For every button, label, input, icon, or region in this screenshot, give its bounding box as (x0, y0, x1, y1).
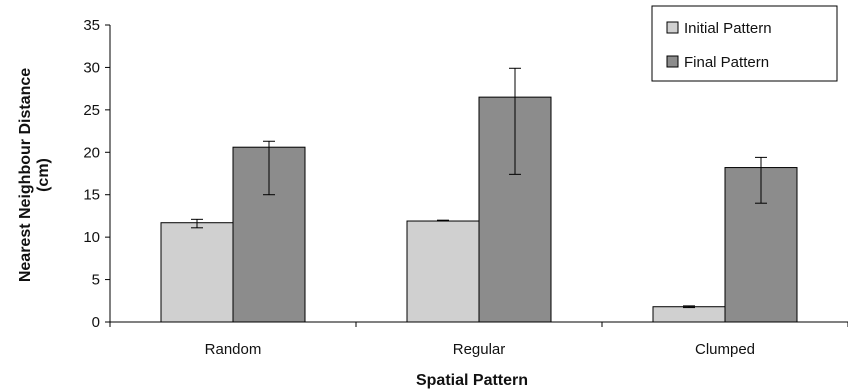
legend-label-final: Final Pattern (684, 54, 769, 71)
y-tick-label-10: 10 (83, 229, 100, 246)
y-tick-label-30: 30 (83, 59, 100, 76)
y-tick-label-25: 25 (83, 102, 100, 119)
x-tick-label-random: Random (205, 341, 262, 358)
y-tick-label-20: 20 (83, 144, 100, 161)
legend-box (651, 5, 838, 82)
y-tick-label-0: 0 (92, 314, 100, 331)
y-tick-label-15: 15 (83, 187, 100, 204)
legend-label-initial: Initial Pattern (684, 20, 772, 37)
plot-area: 0 5 10 15 20 25 30 35 Random Regular Clumped (83, 17, 848, 358)
bar-initial-pattern-regular (406, 220, 480, 323)
legend-swatch-final (666, 55, 679, 68)
bar-initial-pattern-clumped (652, 306, 726, 323)
y-tick-label-35: 35 (83, 17, 100, 34)
x-axis-title: Spatial Pattern (416, 372, 528, 389)
y-axis-title-line-1: Nearest Neighbour Distance (17, 68, 34, 282)
legend-swatch-initial (666, 21, 679, 34)
y-tick-label-5: 5 (92, 272, 100, 289)
bar-initial-pattern-random (160, 222, 234, 323)
y-axis-title: Nearest Neighbour Distance (cm) (17, 68, 52, 282)
x-tick-label-regular: Regular (453, 341, 506, 358)
y-axis-title-line-2: (cm) (35, 158, 52, 192)
x-tick-label-clumped: Clumped (695, 341, 755, 358)
legend: Initial Pattern Final Pattern (651, 5, 838, 82)
